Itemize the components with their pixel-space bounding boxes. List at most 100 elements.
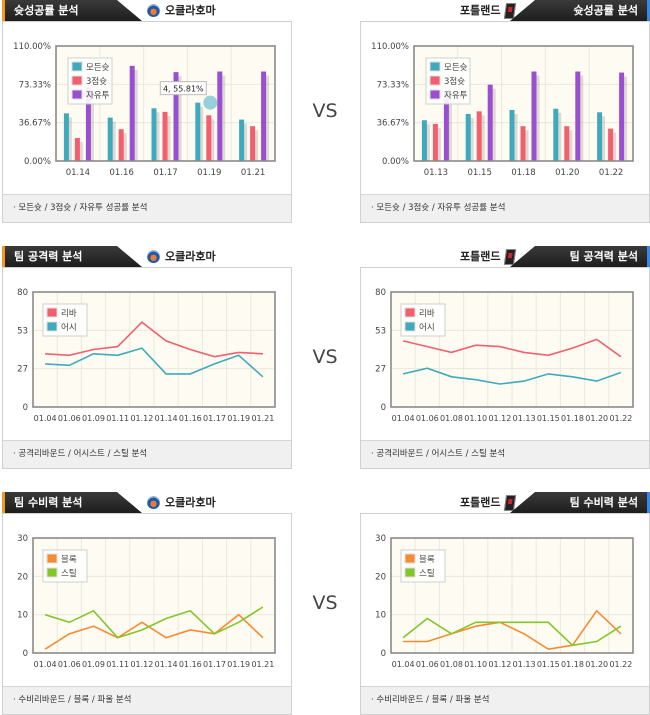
bar-자유투 xyxy=(85,87,91,161)
bar-3점슛 xyxy=(162,111,168,161)
y-tick-label: 10 xyxy=(375,611,386,621)
bar-자유투 xyxy=(261,71,267,161)
bar-모든슛 xyxy=(239,119,245,161)
y-tick-label: 36.67% xyxy=(19,119,51,129)
x-tick-label: 01.15 xyxy=(537,414,560,423)
x-tick-label: 01.12 xyxy=(130,414,153,423)
hover-marker xyxy=(203,95,218,110)
bar-shadow xyxy=(467,117,474,161)
y-tick-label: 53 xyxy=(375,326,386,336)
bar-3점슛 xyxy=(74,138,80,161)
bar-자유투 xyxy=(531,71,537,161)
legend-label: 자유투 xyxy=(444,91,468,101)
y-tick-label: 0 xyxy=(23,403,28,413)
okc-logo-icon xyxy=(147,4,160,17)
por-logo-icon xyxy=(504,2,517,19)
bar-모든슛 xyxy=(107,117,113,161)
y-tick-label: 110.00% xyxy=(371,42,409,52)
bar-모든슛 xyxy=(597,112,603,161)
x-tick-label: 01.04 xyxy=(34,414,57,423)
legend-label: 모든슛 xyxy=(86,63,110,73)
shooting-panel-home: 슛성공률 분석 오클라호마 0.00% 36.67% 73.33% 110.00% 01… xyxy=(2,0,292,223)
section-title: 팀 공격력 분석 xyxy=(510,246,650,267)
x-tick-label: 01.12 xyxy=(488,660,511,669)
y-tick-label: 0.00% xyxy=(382,157,409,167)
y-tick-label: 20 xyxy=(375,572,386,582)
legend-swatch xyxy=(46,553,58,564)
legend-swatch xyxy=(46,307,58,318)
y-tick-label: 110.00% xyxy=(13,42,51,52)
legend-label: 블록 xyxy=(61,554,77,565)
legend-label: 스틸 xyxy=(419,569,435,579)
bar-자유투 xyxy=(173,72,179,161)
section-footer: · 수비리바운드 / 블록 / 파울 분석 xyxy=(3,686,291,714)
x-tick-label: 01.18 xyxy=(561,414,584,423)
section-title: 팀 수비력 분석 xyxy=(2,492,142,513)
y-tick-label: 0 xyxy=(381,649,386,659)
bar-3점슛 xyxy=(476,111,482,161)
x-tick-label: 01.16 xyxy=(110,168,134,178)
x-tick-label: 01.08 xyxy=(440,660,463,669)
y-tick-label: 80 xyxy=(17,288,28,298)
bar-모든슛 xyxy=(63,113,69,161)
x-tick-label: 01.20 xyxy=(585,660,608,669)
section-footer: · 공격리바운드 / 어시스트 / 스틸 분석 xyxy=(361,440,649,468)
x-tick-label: 01.06 xyxy=(58,660,81,669)
y-tick-label: 30 xyxy=(17,534,28,544)
section-title: 팀 수비력 분석 xyxy=(510,492,650,513)
x-tick-label: 01.18 xyxy=(511,168,535,178)
legend-swatch xyxy=(404,307,416,318)
bar-3점슛 xyxy=(432,123,438,161)
footer-text: 수비리바운드 / 블록 / 파울 분석 xyxy=(376,695,490,705)
x-tick-label: 01.15 xyxy=(537,660,560,669)
bar-3점슛 xyxy=(520,126,526,161)
x-tick-label: 01.14 xyxy=(66,168,90,178)
y-tick-label: 53 xyxy=(17,326,28,336)
team-name: 포틀랜드 xyxy=(460,496,501,509)
y-tick-label: 80 xyxy=(375,288,386,298)
tooltip-text: 4, 55.81% xyxy=(163,85,204,94)
por-logo-icon xyxy=(504,248,517,265)
x-tick-label: 01.08 xyxy=(440,414,463,423)
legend-label: 모든슛 xyxy=(444,63,468,73)
legend-label: 3점슛 xyxy=(444,76,465,87)
x-tick-label: 01.12 xyxy=(488,414,511,423)
section-footer: · 공격리바운드 / 어시스트 / 스틸 분석 xyxy=(3,440,291,468)
legend-swatch xyxy=(429,75,441,86)
x-tick-label: 01.14 xyxy=(155,414,178,423)
x-tick-label: 01.19 xyxy=(227,660,250,669)
y-tick-label: 27 xyxy=(17,365,28,375)
bar-자유투 xyxy=(443,93,449,161)
legend-swatch xyxy=(429,89,441,100)
footer-text: 공격리바운드 / 어시스트 / 스틸 분석 xyxy=(376,449,506,459)
footer-text: 수비리바운드 / 블록 / 파울 분석 xyxy=(18,695,132,705)
offense-panel-home: 팀 공격력 분석 오클라호마 0 27 53 80 01.04 01.06 01.09 01.… xyxy=(2,246,292,469)
line-스틸 xyxy=(402,617,622,647)
x-tick-label: 01.19 xyxy=(227,414,250,423)
bar-shadow xyxy=(489,88,496,161)
x-tick-label: 01.16 xyxy=(179,414,202,423)
x-tick-label: 01.14 xyxy=(155,660,178,669)
bar-모든슛 xyxy=(553,108,559,161)
legend-label: 스틸 xyxy=(61,569,77,579)
x-tick-label: 01.13 xyxy=(424,168,448,178)
bar-모든슛 xyxy=(465,113,471,161)
vs-label: VS xyxy=(312,346,338,368)
bar-모든슛 xyxy=(509,109,515,161)
vs-label: VS xyxy=(312,592,338,614)
bar-모든슛 xyxy=(151,108,157,161)
okc-logo-icon xyxy=(147,250,160,263)
y-tick-label: 73.33% xyxy=(377,80,409,90)
footer-text: 모든슛 / 3점슛 / 자유투 성공률 분석 xyxy=(18,203,148,213)
shooting-panel-away: 포틀랜드 슛성공률 분석 0.00% 36.67% 73.33% 110.00% 01.… xyxy=(360,0,650,223)
footer-text: 모든슛 / 3점슛 / 자유투 성공률 분석 xyxy=(376,203,506,213)
bar-3점슛 xyxy=(250,126,256,161)
bar-자유투 xyxy=(619,72,625,161)
y-tick-label: 27 xyxy=(375,365,386,375)
tooltip-box xyxy=(159,81,207,96)
x-tick-label: 01.11 xyxy=(106,414,129,423)
legend-label: 리바 xyxy=(61,308,77,319)
